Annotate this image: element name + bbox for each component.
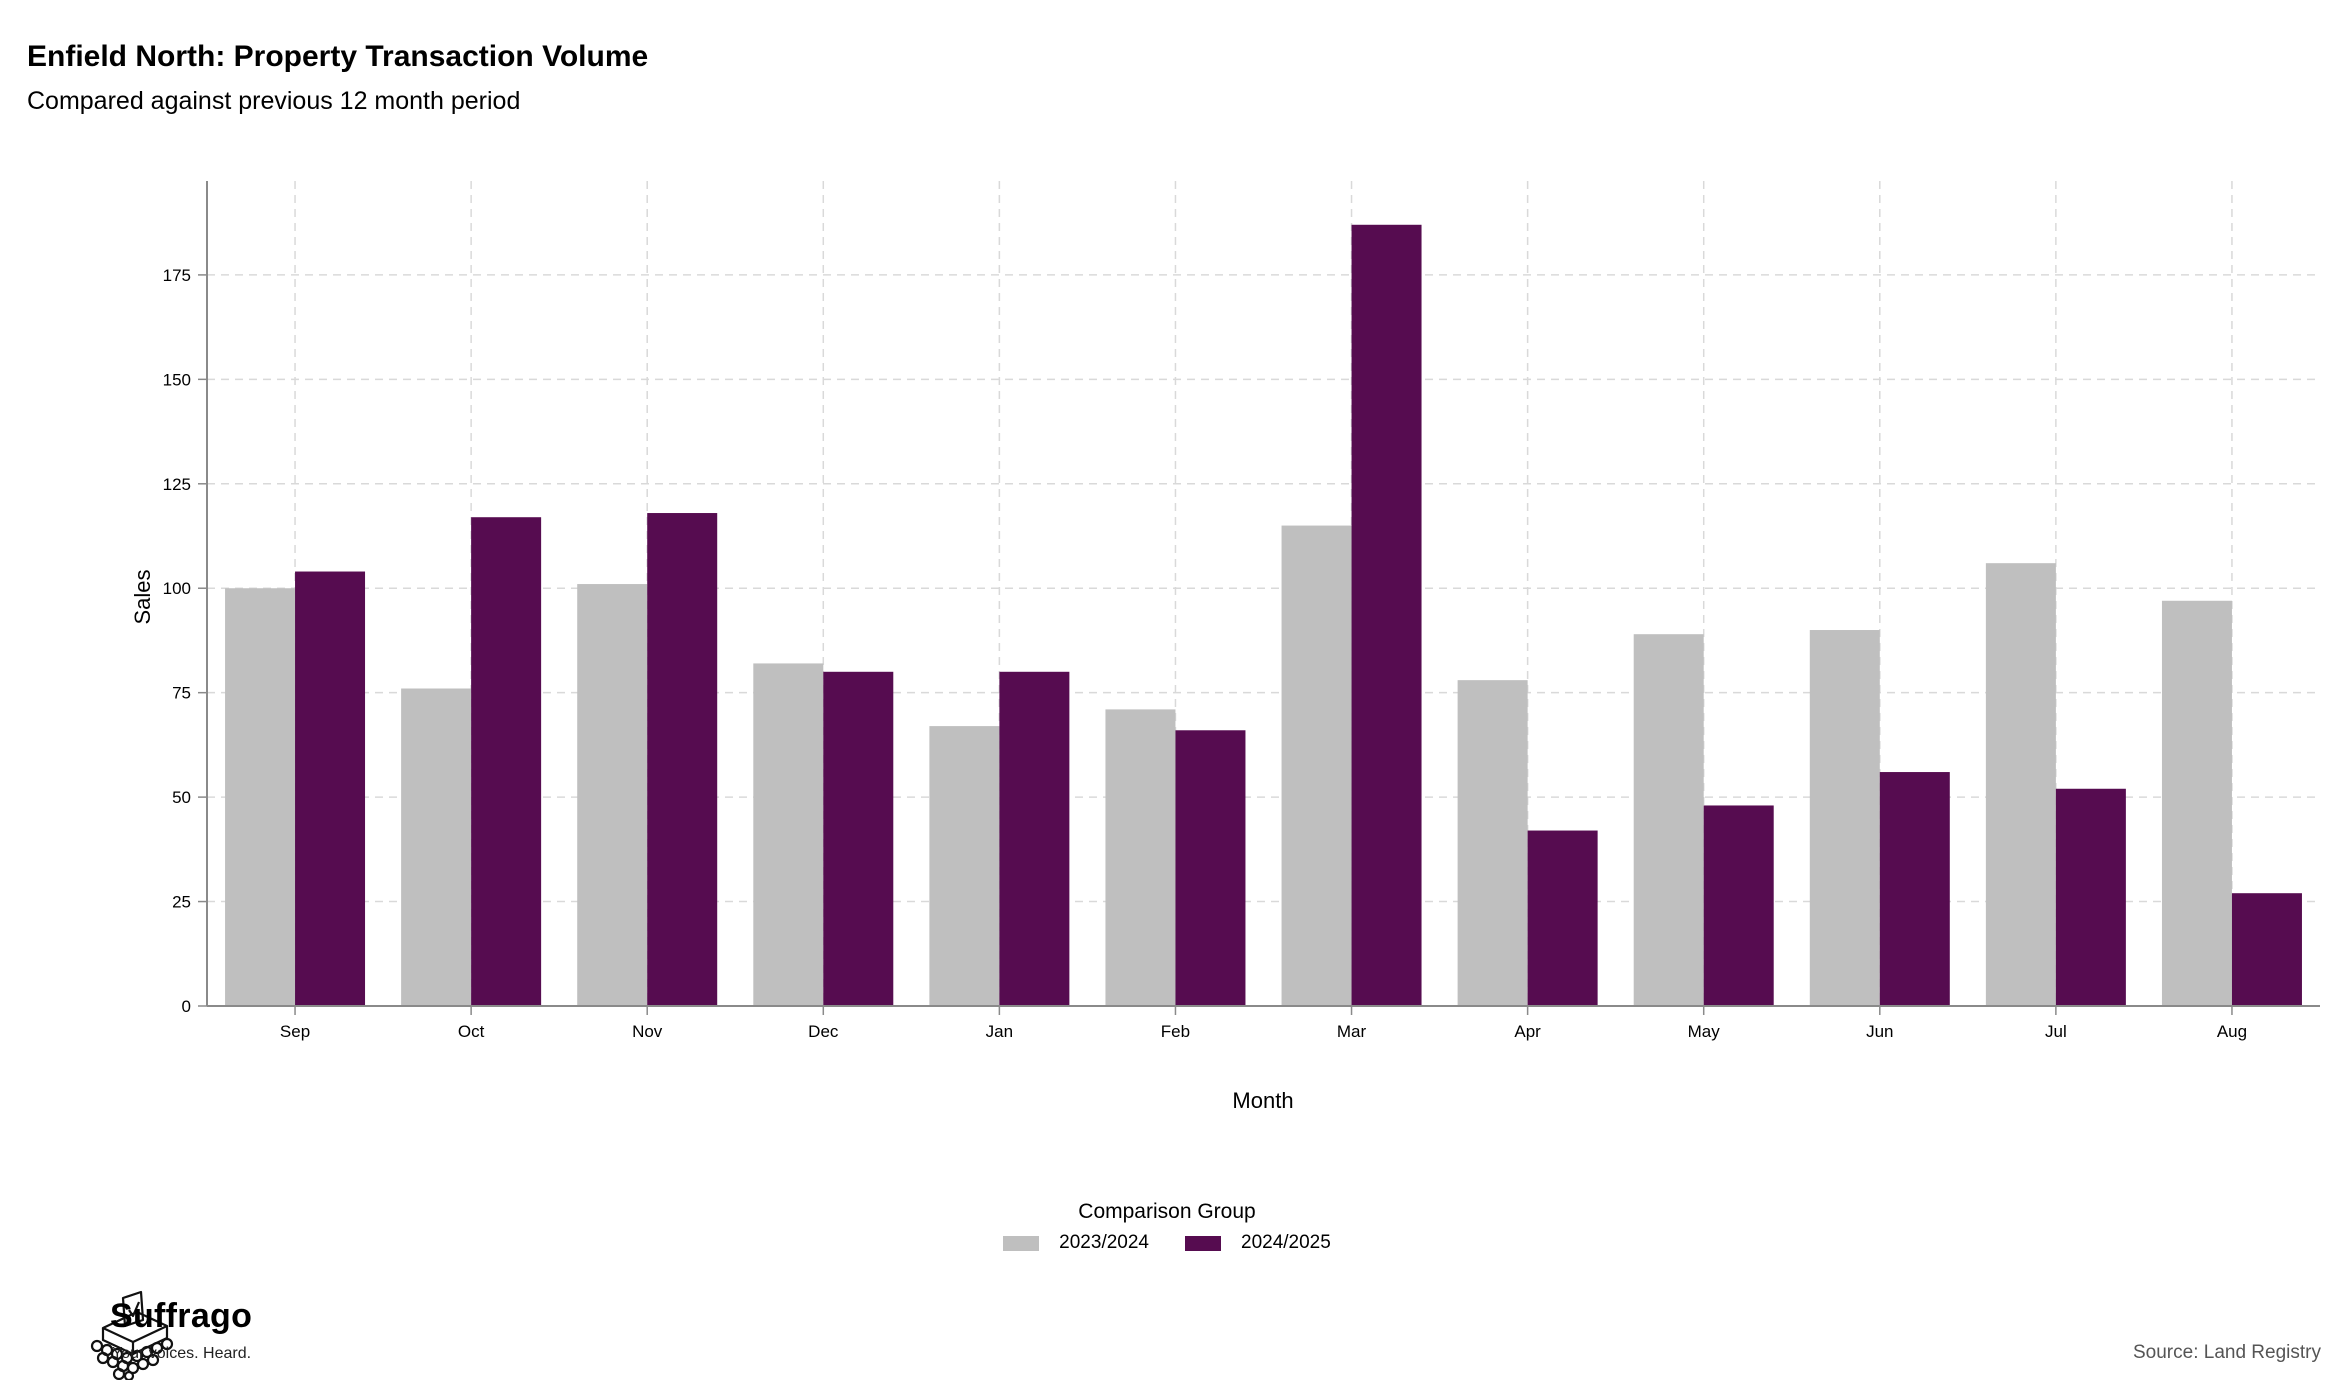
- legend-item-2023-2024: 2023/2024: [1003, 1232, 1149, 1254]
- y-tick-label: 75: [172, 684, 191, 703]
- y-tick-label: 100: [163, 579, 191, 598]
- bar-chart: 0 25 50 75 100 125 150 175 Sep Oct Nov Dec Jan Feb Mar…: [130, 181, 2320, 1113]
- axes: 0 25 50 75 100 125 150 175 Sep Oct Nov Dec Jan Feb Mar…: [163, 181, 2320, 1041]
- legend-title: Comparison Group: [1078, 1200, 1256, 1223]
- bar-2024-2025-sep: [295, 571, 366, 1006]
- bar-2023-2024-oct: [401, 688, 472, 1006]
- bar-2023-2024-nov: [577, 584, 648, 1006]
- legend: Comparison Group 2023/2024 2024/2025: [0, 1200, 2334, 1254]
- bar-2023-2024-apr: [1457, 680, 1528, 1006]
- bar-2024-2025-nov: [647, 513, 718, 1006]
- bar-2024-2025-dec: [823, 671, 894, 1006]
- x-tick-label: Jan: [986, 1022, 1013, 1041]
- bar-2024-2025-mar: [1351, 224, 1422, 1006]
- bar-2024-2025-jun: [1879, 772, 1950, 1006]
- legend-swatch: [1003, 1235, 1040, 1251]
- y-tick-label: 150: [163, 370, 191, 389]
- brand-tagline: Your voices. Heard.: [112, 1345, 252, 1362]
- bar-2024-2025-jan: [999, 671, 1070, 1006]
- x-tick-label: Feb: [1161, 1022, 1190, 1041]
- x-axis-title: Month: [1232, 1088, 1293, 1113]
- y-tick-label: 175: [163, 266, 191, 285]
- bar-2024-2025-jul: [2055, 788, 2126, 1006]
- chart-subtitle: Compared against previous 12 month perio…: [27, 87, 521, 115]
- x-tick-label: May: [1688, 1022, 1721, 1041]
- legend-label: 2024/2025: [1241, 1232, 1331, 1253]
- legend-items: 2023/2024 2024/2025: [0, 1232, 2334, 1254]
- y-axis-title: Sales: [130, 569, 155, 624]
- legend-item-2024-2025: 2024/2025: [1185, 1232, 1331, 1254]
- x-tick-label: Mar: [1337, 1022, 1367, 1041]
- source-note: Source: Land Registry: [2133, 1342, 2321, 1363]
- x-tick-label: Jun: [1866, 1022, 1893, 1041]
- bar-2023-2024-mar: [1281, 525, 1352, 1006]
- x-tick-label: Sep: [280, 1022, 310, 1041]
- y-tick-label: 125: [163, 475, 191, 494]
- bar-2023-2024-may: [1633, 634, 1704, 1006]
- x-tick-label: Oct: [458, 1022, 485, 1041]
- x-tick-label: Apr: [1514, 1022, 1541, 1041]
- bars: [225, 224, 2302, 1006]
- bar-2024-2025-feb: [1175, 730, 1246, 1006]
- bar-2023-2024-jul: [1985, 563, 2056, 1006]
- brand-name: Suffrago: [110, 1297, 253, 1335]
- legend-swatch: [1185, 1235, 1221, 1251]
- ballot-box-logo-icon: [90, 1290, 174, 1380]
- y-tick-label: 25: [172, 893, 191, 912]
- chart-title: Enfield North: Property Transaction Volu…: [27, 40, 649, 73]
- x-tick-label: Aug: [2217, 1022, 2247, 1041]
- legend-label: 2023/2024: [1059, 1232, 1149, 1253]
- x-tick-label: Nov: [632, 1022, 663, 1041]
- bar-2023-2024-jun: [1809, 630, 1880, 1006]
- bar-2024-2025-may: [1703, 805, 1774, 1006]
- bar-2023-2024-sep: [225, 588, 296, 1006]
- bar-2023-2024-dec: [753, 663, 824, 1006]
- bar-2024-2025-apr: [1527, 830, 1598, 1006]
- bar-2023-2024-jan: [929, 726, 1000, 1006]
- bar-2024-2025-oct: [471, 517, 542, 1006]
- bar-2023-2024-feb: [1105, 709, 1176, 1006]
- x-tick-label: Dec: [808, 1022, 839, 1041]
- y-tick-label: 50: [172, 788, 191, 807]
- bar-2024-2025-aug: [2231, 893, 2302, 1006]
- x-tick-label: Jul: [2045, 1022, 2067, 1041]
- y-tick-label: 0: [182, 997, 191, 1016]
- bar-2023-2024-aug: [2161, 600, 2232, 1006]
